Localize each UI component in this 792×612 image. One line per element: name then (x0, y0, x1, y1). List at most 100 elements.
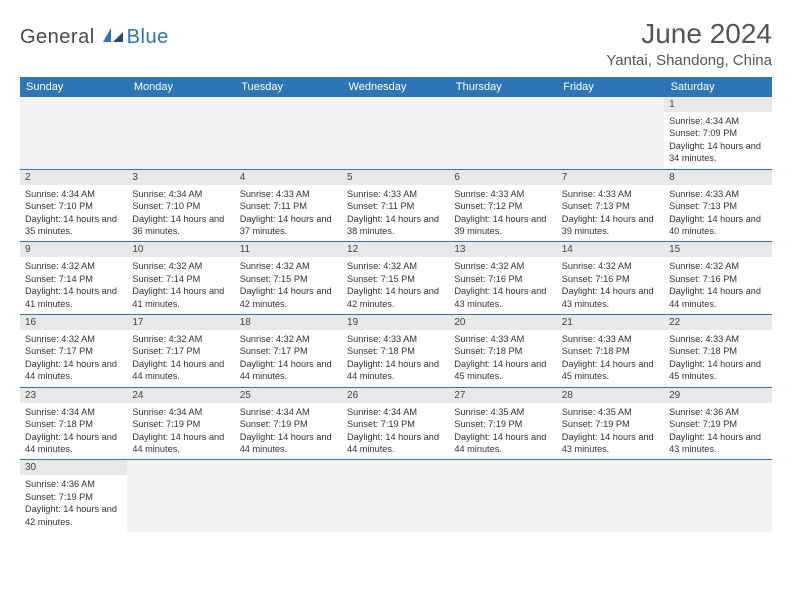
day-info: Sunrise: 4:33 AMSunset: 7:18 PMDaylight:… (557, 330, 664, 387)
sunset-text: Sunset: 7:19 PM (132, 418, 229, 430)
calendar-day-cell: 11Sunrise: 4:32 AMSunset: 7:15 PMDayligh… (235, 242, 342, 315)
daylight-text: Daylight: 14 hours and 43 minutes. (562, 431, 659, 456)
sunset-text: Sunset: 7:18 PM (562, 345, 659, 357)
sunset-text: Sunset: 7:11 PM (240, 200, 337, 212)
sunrise-text: Sunrise: 4:34 AM (347, 406, 444, 418)
calendar-day-cell: 28Sunrise: 4:35 AMSunset: 7:19 PMDayligh… (557, 387, 664, 460)
sunrise-text: Sunrise: 4:35 AM (454, 406, 551, 418)
sunrise-text: Sunrise: 4:34 AM (240, 406, 337, 418)
day-info: Sunrise: 4:32 AMSunset: 7:17 PMDaylight:… (235, 330, 342, 387)
sunset-text: Sunset: 7:15 PM (240, 273, 337, 285)
day-info: Sunrise: 4:32 AMSunset: 7:17 PMDaylight:… (127, 330, 234, 387)
sunrise-text: Sunrise: 4:34 AM (669, 115, 766, 127)
calendar-empty-cell (342, 460, 449, 532)
sunrise-text: Sunrise: 4:33 AM (562, 188, 659, 200)
day-number: 28 (557, 388, 664, 403)
sunrise-text: Sunrise: 4:33 AM (240, 188, 337, 200)
sunrise-text: Sunrise: 4:33 AM (347, 333, 444, 345)
sunrise-text: Sunrise: 4:33 AM (454, 333, 551, 345)
daylight-text: Daylight: 14 hours and 45 minutes. (669, 358, 766, 383)
calendar-week-row: 23Sunrise: 4:34 AMSunset: 7:18 PMDayligh… (20, 387, 772, 460)
calendar-empty-cell (20, 97, 127, 169)
day-number: 13 (449, 242, 556, 257)
day-number: 5 (342, 170, 449, 185)
calendar-day-cell: 12Sunrise: 4:32 AMSunset: 7:15 PMDayligh… (342, 242, 449, 315)
sunset-text: Sunset: 7:16 PM (669, 273, 766, 285)
daylight-text: Daylight: 14 hours and 42 minutes. (240, 285, 337, 310)
calendar-week-row: 9Sunrise: 4:32 AMSunset: 7:14 PMDaylight… (20, 242, 772, 315)
day-info: Sunrise: 4:33 AMSunset: 7:11 PMDaylight:… (342, 185, 449, 242)
day-info: Sunrise: 4:34 AMSunset: 7:19 PMDaylight:… (235, 403, 342, 460)
sunset-text: Sunset: 7:13 PM (562, 200, 659, 212)
sunset-text: Sunset: 7:19 PM (454, 418, 551, 430)
sunset-text: Sunset: 7:19 PM (347, 418, 444, 430)
sunrise-text: Sunrise: 4:34 AM (25, 406, 122, 418)
daylight-text: Daylight: 14 hours and 45 minutes. (562, 358, 659, 383)
daylight-text: Daylight: 14 hours and 34 minutes. (669, 140, 766, 165)
sunset-text: Sunset: 7:13 PM (669, 200, 766, 212)
calendar-week-row: 2Sunrise: 4:34 AMSunset: 7:10 PMDaylight… (20, 169, 772, 242)
daylight-text: Daylight: 14 hours and 40 minutes. (669, 213, 766, 238)
weekday-header: Friday (557, 77, 664, 97)
daylight-text: Daylight: 14 hours and 44 minutes. (669, 285, 766, 310)
sail-icon (101, 26, 125, 49)
day-info: Sunrise: 4:33 AMSunset: 7:13 PMDaylight:… (557, 185, 664, 242)
sunrise-text: Sunrise: 4:33 AM (669, 188, 766, 200)
sunrise-text: Sunrise: 4:33 AM (669, 333, 766, 345)
day-info: Sunrise: 4:35 AMSunset: 7:19 PMDaylight:… (557, 403, 664, 460)
sunrise-text: Sunrise: 4:32 AM (669, 260, 766, 272)
sunset-text: Sunset: 7:15 PM (347, 273, 444, 285)
calendar-day-cell: 7Sunrise: 4:33 AMSunset: 7:13 PMDaylight… (557, 169, 664, 242)
calendar-day-cell: 19Sunrise: 4:33 AMSunset: 7:18 PMDayligh… (342, 315, 449, 388)
calendar-empty-cell (664, 460, 771, 532)
calendar-day-cell: 18Sunrise: 4:32 AMSunset: 7:17 PMDayligh… (235, 315, 342, 388)
weekday-header: Saturday (664, 77, 771, 97)
daylight-text: Daylight: 14 hours and 45 minutes. (454, 358, 551, 383)
day-info: Sunrise: 4:34 AMSunset: 7:10 PMDaylight:… (127, 185, 234, 242)
daylight-text: Daylight: 14 hours and 44 minutes. (454, 431, 551, 456)
sunset-text: Sunset: 7:19 PM (240, 418, 337, 430)
calendar-day-cell: 2Sunrise: 4:34 AMSunset: 7:10 PMDaylight… (20, 169, 127, 242)
weekday-header: Monday (127, 77, 234, 97)
calendar-day-cell: 17Sunrise: 4:32 AMSunset: 7:17 PMDayligh… (127, 315, 234, 388)
calendar-day-cell: 25Sunrise: 4:34 AMSunset: 7:19 PMDayligh… (235, 387, 342, 460)
daylight-text: Daylight: 14 hours and 44 minutes. (25, 358, 122, 383)
calendar-header-row: SundayMondayTuesdayWednesdayThursdayFrid… (20, 77, 772, 97)
sunrise-text: Sunrise: 4:33 AM (347, 188, 444, 200)
daylight-text: Daylight: 14 hours and 44 minutes. (347, 358, 444, 383)
day-info: Sunrise: 4:32 AMSunset: 7:15 PMDaylight:… (235, 257, 342, 314)
sunset-text: Sunset: 7:14 PM (25, 273, 122, 285)
day-number: 11 (235, 242, 342, 257)
calendar-day-cell: 16Sunrise: 4:32 AMSunset: 7:17 PMDayligh… (20, 315, 127, 388)
calendar-empty-cell (127, 460, 234, 532)
day-info: Sunrise: 4:32 AMSunset: 7:16 PMDaylight:… (449, 257, 556, 314)
sunrise-text: Sunrise: 4:35 AM (562, 406, 659, 418)
sunrise-text: Sunrise: 4:32 AM (132, 260, 229, 272)
sunrise-text: Sunrise: 4:34 AM (132, 406, 229, 418)
day-number: 27 (449, 388, 556, 403)
sunset-text: Sunset: 7:14 PM (132, 273, 229, 285)
day-number: 3 (127, 170, 234, 185)
daylight-text: Daylight: 14 hours and 37 minutes. (240, 213, 337, 238)
daylight-text: Daylight: 14 hours and 42 minutes. (347, 285, 444, 310)
day-number: 1 (664, 97, 771, 112)
logo: General Blue (20, 18, 169, 49)
day-number: 9 (20, 242, 127, 257)
day-info: Sunrise: 4:32 AMSunset: 7:14 PMDaylight:… (127, 257, 234, 314)
sunrise-text: Sunrise: 4:34 AM (132, 188, 229, 200)
top-header: General Blue June 2024 Yantai, Shandong,… (20, 18, 772, 69)
day-number: 22 (664, 315, 771, 330)
day-number: 23 (20, 388, 127, 403)
day-info: Sunrise: 4:32 AMSunset: 7:15 PMDaylight:… (342, 257, 449, 314)
day-number: 15 (664, 242, 771, 257)
sunset-text: Sunset: 7:18 PM (25, 418, 122, 430)
day-info: Sunrise: 4:32 AMSunset: 7:17 PMDaylight:… (20, 330, 127, 387)
calendar-day-cell: 26Sunrise: 4:34 AMSunset: 7:19 PMDayligh… (342, 387, 449, 460)
daylight-text: Daylight: 14 hours and 44 minutes. (132, 358, 229, 383)
daylight-text: Daylight: 14 hours and 35 minutes. (25, 213, 122, 238)
daylight-text: Daylight: 14 hours and 39 minutes. (562, 213, 659, 238)
day-number: 20 (449, 315, 556, 330)
calendar-day-cell: 8Sunrise: 4:33 AMSunset: 7:13 PMDaylight… (664, 169, 771, 242)
day-number: 4 (235, 170, 342, 185)
day-info: Sunrise: 4:34 AMSunset: 7:09 PMDaylight:… (664, 112, 771, 169)
